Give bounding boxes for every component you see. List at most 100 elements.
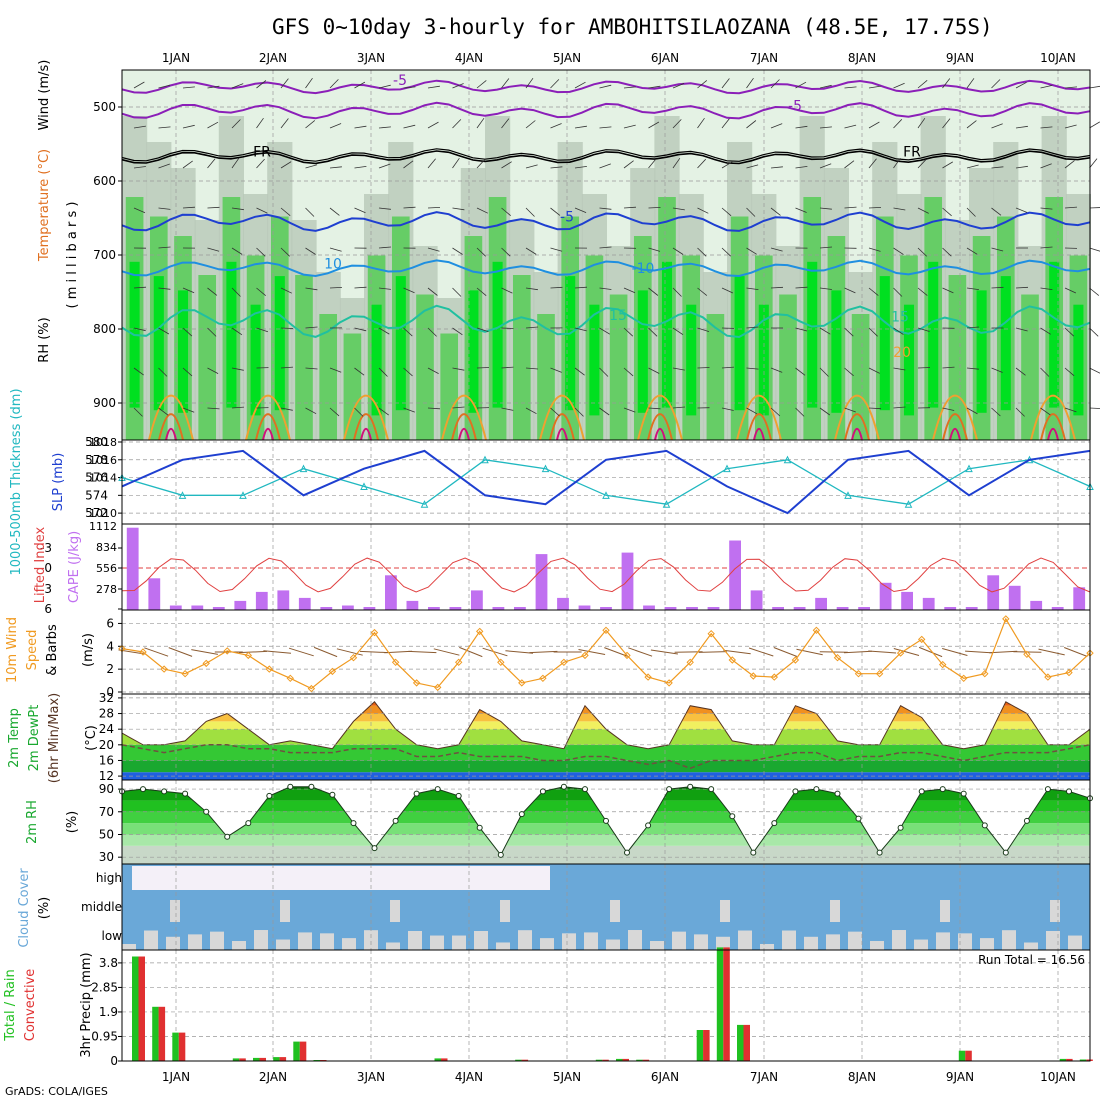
wind-barb xyxy=(231,83,244,89)
wind-barb xyxy=(158,367,168,377)
wind-barb xyxy=(942,247,952,257)
cloud-low-clear xyxy=(892,930,906,950)
contour-label-1: -5 xyxy=(788,99,802,115)
upper-ylabel-rh: RH (%) xyxy=(37,317,52,362)
wind-speed-point xyxy=(981,669,989,678)
wind-barb xyxy=(1064,86,1078,89)
rh-shade-bright xyxy=(492,261,503,408)
cloud-low-clear xyxy=(936,932,950,950)
wind-speed-point xyxy=(244,651,253,660)
thickness-point xyxy=(662,500,671,508)
rh-shade-bright xyxy=(468,290,479,413)
rh-point xyxy=(897,824,904,831)
precip-conv-bar xyxy=(178,1032,186,1061)
rh-shade-bright xyxy=(928,261,939,408)
wind-barb xyxy=(550,123,562,129)
wind-barb xyxy=(1015,165,1028,169)
wind-barb-10m xyxy=(1038,648,1065,656)
wind-barb xyxy=(329,79,339,89)
wind-barb xyxy=(1064,287,1077,294)
wind-barb xyxy=(991,367,1003,373)
rh-point xyxy=(708,786,715,793)
rh-point xyxy=(1044,786,1051,793)
wind-barb xyxy=(868,327,878,337)
warm-tongue-inner xyxy=(451,413,477,441)
wind-speed-point xyxy=(581,651,589,660)
wind-barb xyxy=(452,83,464,89)
rh-point xyxy=(476,824,483,831)
precip-conv-bar xyxy=(602,1059,609,1061)
rh-shade-mid xyxy=(416,294,434,440)
wind-bg xyxy=(122,610,1090,694)
wind-barb xyxy=(574,125,587,129)
wind-barb xyxy=(354,166,367,169)
wind-speed-point xyxy=(1002,615,1010,623)
wind-barb xyxy=(991,166,1004,169)
precip-total-bar xyxy=(152,1006,159,1061)
bottom-date-3JAN: 3JAN xyxy=(357,1070,385,1084)
cloud-level-middle: middle xyxy=(81,900,122,914)
wind-barb-10m xyxy=(263,650,292,654)
wind-barb xyxy=(182,287,195,294)
wind-barb xyxy=(280,207,291,217)
wind-barb xyxy=(648,407,661,410)
wind-speed-point xyxy=(707,629,715,638)
rh-point xyxy=(497,851,504,858)
wind-barb xyxy=(697,80,708,89)
cloud-low-clear xyxy=(958,933,972,950)
top-date-9JAN: 9JAN xyxy=(946,51,974,65)
wind-barb xyxy=(354,367,365,376)
wind-barb xyxy=(403,86,416,89)
wind-speed-point xyxy=(917,635,926,644)
wind-barb xyxy=(501,287,513,294)
rh-point xyxy=(161,788,168,795)
wind-speed-point xyxy=(623,651,631,660)
wind-barb xyxy=(1040,246,1053,249)
wind-barb xyxy=(1015,367,1026,376)
rh-point xyxy=(203,808,210,815)
warm-tongue-core xyxy=(949,427,961,441)
wind-barb xyxy=(991,79,1001,89)
wind-barb xyxy=(403,287,415,294)
wind-barb xyxy=(1089,158,1098,169)
wind-tick-6: 6 xyxy=(106,616,114,630)
precip-tick-0: 0 xyxy=(110,1054,118,1068)
wind-barb xyxy=(427,327,437,337)
rh-shade-bright xyxy=(250,304,261,416)
cape-bar xyxy=(772,607,784,610)
wind-barb xyxy=(378,163,391,169)
wind-barb xyxy=(1089,407,1100,409)
cape-bar xyxy=(1051,607,1064,610)
wind-barb xyxy=(1064,407,1077,413)
precip-conv-bar xyxy=(642,1059,650,1061)
warm-tongue-inner xyxy=(158,413,184,441)
warm-tongue-inner xyxy=(549,413,575,441)
isotherm-minus5 xyxy=(121,101,1091,120)
wind-barb xyxy=(599,207,612,210)
wind-barb xyxy=(819,367,829,377)
wind-barb xyxy=(525,247,537,255)
li-tick-3: 6 xyxy=(44,602,52,616)
wind-barb xyxy=(378,84,391,89)
rh-point xyxy=(245,820,252,827)
rh2m-panel: 30 50 70 90 2m RH (%) xyxy=(25,779,1093,865)
wind-barb xyxy=(1089,207,1100,209)
wind-barb xyxy=(501,207,511,217)
contour-label-5: 10 xyxy=(324,256,342,272)
wind-barb xyxy=(893,367,906,371)
cloud-low-clear xyxy=(870,940,884,950)
wind-barb xyxy=(133,125,146,129)
cloud-mid-clear xyxy=(610,900,620,922)
top-date-6JAN: 6JAN xyxy=(651,51,679,65)
wind-barb xyxy=(305,287,318,291)
cloud-low-clear xyxy=(1002,930,1016,950)
cloud-level-high: high xyxy=(96,871,122,885)
thickness-point xyxy=(844,491,852,499)
cloud-low-clear xyxy=(210,931,224,950)
top-date-3JAN: 3JAN xyxy=(357,51,385,65)
precip-conv-bar xyxy=(622,1058,629,1061)
wind-barb xyxy=(354,125,367,129)
cloud-low-clear xyxy=(1046,930,1060,950)
wind-barb xyxy=(378,327,390,335)
